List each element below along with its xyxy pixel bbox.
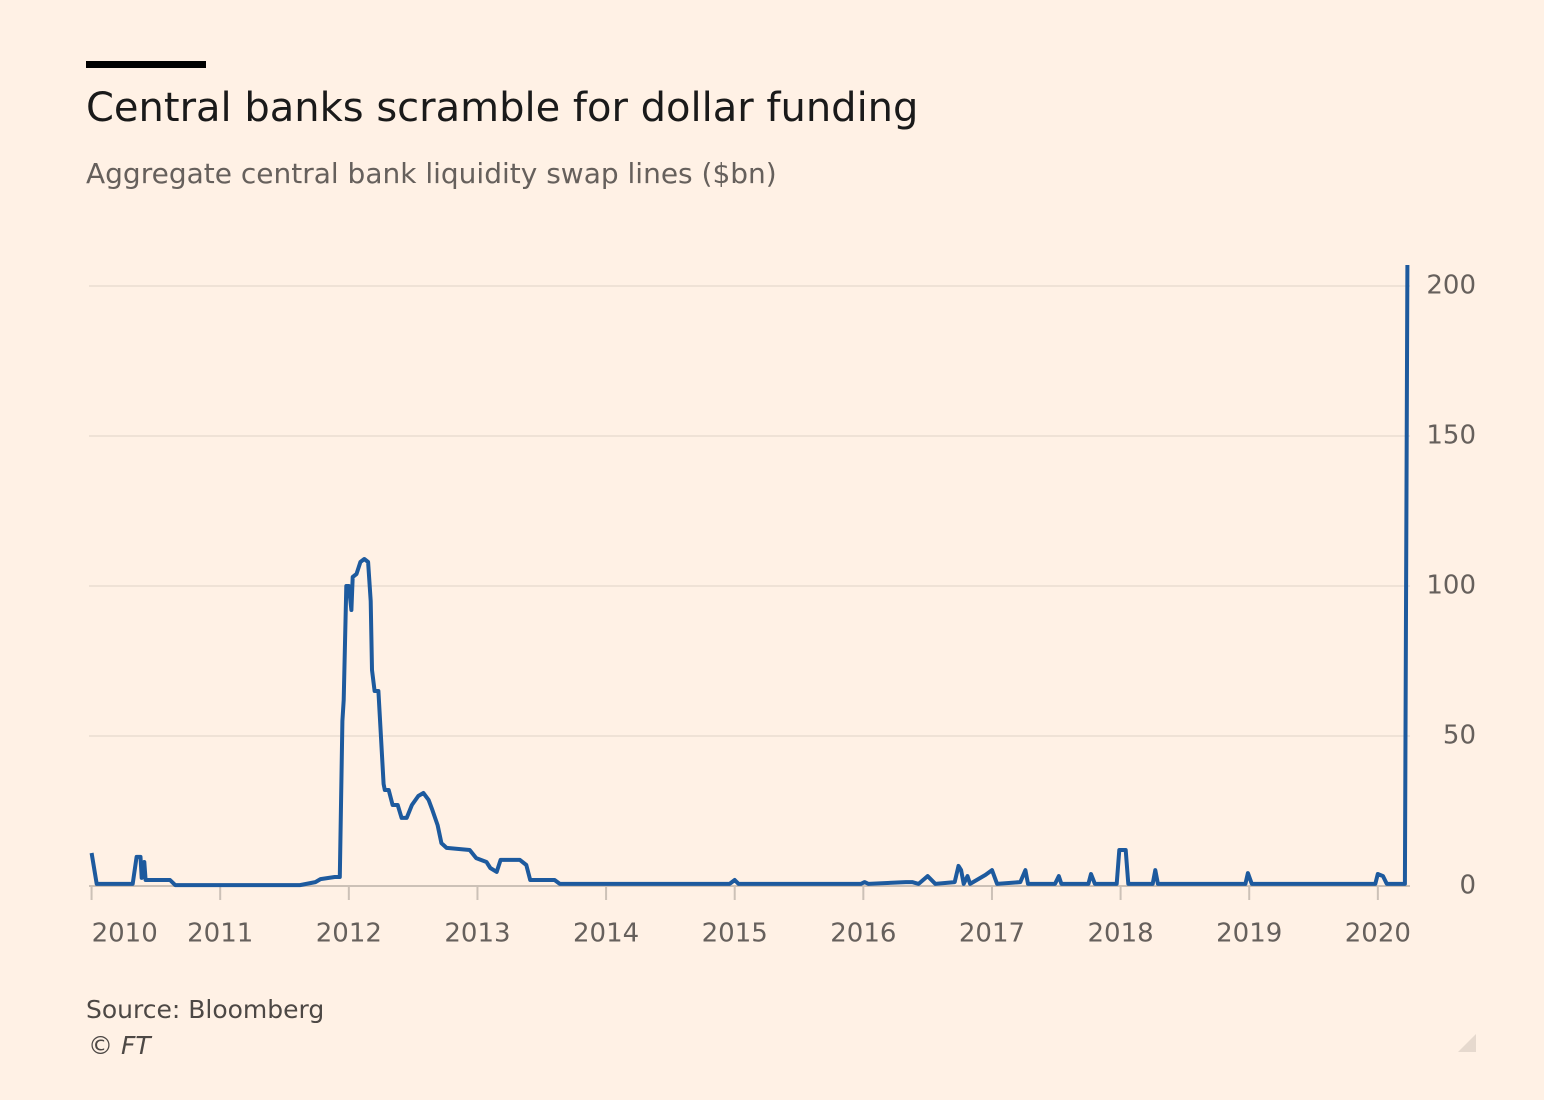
x-tick-label: 2013 [444, 919, 510, 949]
x-tick-label: 2016 [830, 919, 896, 949]
x-tick-label: 2018 [1088, 919, 1154, 949]
chart-subtitle: Aggregate central bank liquidity swap li… [86, 157, 777, 190]
source: Source: Bloomberg [86, 995, 324, 1024]
y-tick-label: 150 [1426, 421, 1476, 451]
x-tick-label: 2015 [702, 919, 768, 949]
y-tick-label: 0 [1459, 871, 1476, 901]
y-tick-label: 50 [1443, 721, 1476, 751]
x-tick-label: 2017 [959, 919, 1025, 949]
chart-title: Central banks scramble for dollar fundin… [86, 85, 918, 131]
x-tick-label: 2011 [187, 919, 253, 949]
corner-mark [1458, 1034, 1476, 1052]
x-tick-label: 2019 [1216, 919, 1282, 949]
x-tick-label: 2014 [573, 919, 639, 949]
y-tick-label: 100 [1426, 571, 1476, 601]
title-bar [86, 61, 206, 68]
x-tick-label: 2020 [1345, 919, 1411, 949]
x-tick-label: 2010 [92, 919, 158, 949]
y-tick-label: 200 [1426, 271, 1476, 301]
x-tick-label: 2012 [316, 919, 382, 949]
credit: © FT [88, 1031, 152, 1060]
data-line [89, 264, 1410, 888]
